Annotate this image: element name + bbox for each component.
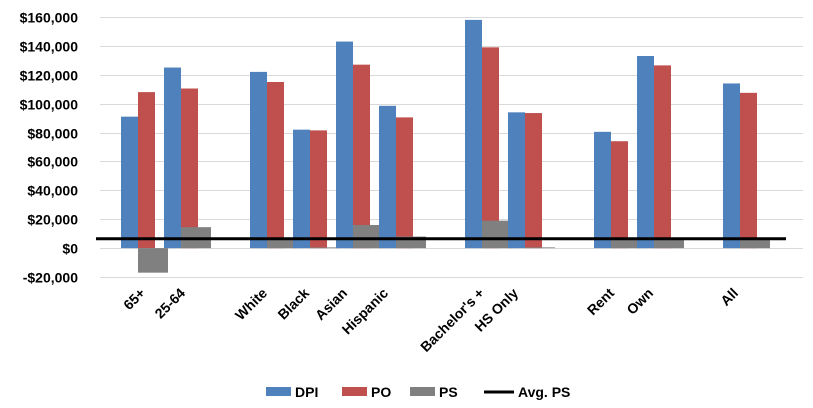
y-tick-label: $40,000 (27, 183, 78, 199)
legend-label: PO (371, 384, 391, 400)
legend-label: DPI (295, 384, 318, 400)
legend-swatch (410, 387, 435, 396)
y-tick-label: $80,000 (27, 126, 78, 142)
bar-dpi (465, 19, 482, 249)
y-tick-label: $60,000 (27, 154, 78, 170)
bar-po (654, 65, 671, 249)
y-axis: -$20,000 $0 $20,000 $40,000 $60,000 $80,000 $1… (20, 10, 79, 286)
x-category-label: 65+ (120, 285, 148, 313)
bar-dpi (250, 71, 267, 249)
bar-dpi (594, 131, 611, 249)
legend: DPI PO PS Avg. PS (266, 384, 570, 400)
legend-swatch (342, 387, 367, 396)
y-tick-label: $100,000 (20, 97, 79, 113)
bar-po (267, 82, 284, 249)
bar-po (525, 113, 542, 249)
x-category-label: Black (274, 285, 312, 323)
gridlines (100, 17, 803, 278)
legend-label: PS (439, 384, 458, 400)
bar-dpi (336, 41, 353, 249)
bar-ps (353, 225, 383, 249)
x-category-label: Own (623, 285, 656, 318)
bar-dpi (121, 116, 138, 249)
bar-po (611, 141, 628, 249)
bar-po (396, 117, 413, 249)
bar-ps (740, 238, 770, 249)
bar-ps (267, 238, 297, 249)
bar-po (353, 64, 370, 249)
bar-dpi (723, 83, 740, 249)
bar-dpi (637, 56, 654, 249)
y-tick-label: -$20,000 (23, 270, 78, 286)
x-category-label: White (232, 285, 270, 323)
y-tick-label: $160,000 (20, 10, 79, 26)
bar-ps (138, 248, 168, 273)
x-category-label: All (717, 285, 741, 309)
x-category-label: Asian (312, 285, 350, 323)
bar-dpi (293, 129, 310, 249)
bar-ps (310, 247, 340, 249)
y-tick-label: $0 (62, 241, 78, 257)
bar-ps (525, 247, 555, 249)
bar-po (740, 92, 757, 249)
bar-ps (482, 220, 512, 249)
bar-dpi (508, 112, 525, 249)
bars (121, 19, 770, 273)
bar-dpi (379, 105, 396, 249)
y-tick-label: $120,000 (20, 68, 79, 84)
bar-po (138, 92, 155, 249)
y-tick-label: $140,000 (20, 39, 79, 55)
bar-po (482, 47, 499, 249)
bar-ps (611, 238, 641, 249)
bar-ps (396, 236, 426, 249)
bar-po (310, 130, 327, 249)
x-category-label: Rent (584, 285, 618, 319)
legend-label: Avg. PS (518, 384, 570, 400)
bar-dpi (164, 67, 181, 249)
x-category-label: 25-64 (151, 285, 188, 322)
bar-po (181, 88, 198, 249)
bar-ps (654, 238, 684, 249)
legend-swatch (266, 387, 291, 396)
y-tick-label: $20,000 (27, 212, 78, 228)
